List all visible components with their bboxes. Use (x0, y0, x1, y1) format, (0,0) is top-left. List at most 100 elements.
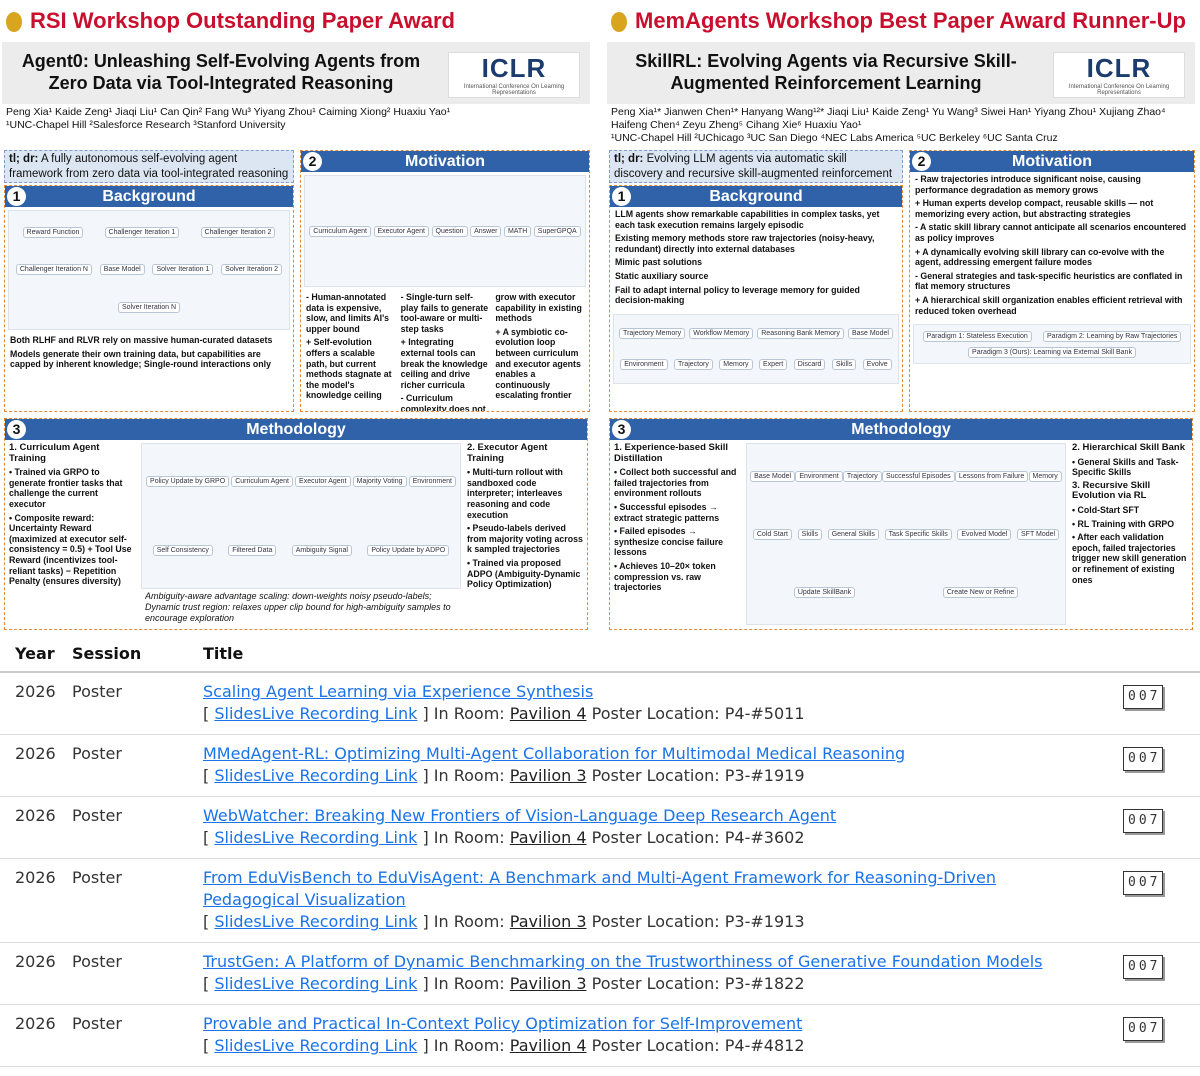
author-list: Peng Xia¹* Jianwen Chen¹* Hanyang Wang¹²… (611, 106, 1166, 131)
title-line: MMedAgent-RL: Optimizing Multi-Agent Col… (203, 743, 1083, 765)
section-heading: Motivation (1012, 153, 1092, 170)
paragraph: + A symbiotic co-evolution loop between … (495, 326, 581, 401)
paragraph: • Collect both successful and failed tra… (614, 467, 737, 499)
info-line: [ SlidesLive Recording Link ] In Room: P… (203, 973, 1083, 995)
title-line: From EduVisBench to EduVisAgent: A Bench… (203, 867, 1083, 911)
year: 2026 (0, 858, 72, 943)
section-text: - Raw trajectories introduce significant… (910, 172, 1194, 321)
counter-cell: 007 (1103, 734, 1200, 797)
background-section: 1 Background Reward Function Challenger Ite… (4, 185, 294, 412)
paragraph: Static auxiliary source (615, 270, 709, 281)
bracket: ] (422, 704, 429, 723)
section-number: 3 (7, 420, 26, 439)
column-header-blank (1103, 636, 1200, 673)
paragraph: - Human-annotated data is expensive, slo… (306, 292, 390, 334)
location-label: Poster Location: (591, 828, 720, 847)
bracket: [ (203, 912, 210, 931)
paper-title-link[interactable]: Scaling Agent Learning via Experience Sy… (203, 682, 594, 701)
paper-title-link[interactable]: TrustGen: A Platform of Dynamic Benchmar… (203, 952, 1043, 971)
paragraph: - Raw trajectories introduce significant… (915, 174, 1141, 195)
title-cell: From EduVisBench to EduVisAgent: A Bench… (203, 858, 1103, 943)
session: Poster (72, 672, 203, 735)
table-body: 2026 Poster Scaling Agent Learning via Exp… (0, 672, 1200, 1067)
figure-label: Executor Agent (295, 476, 351, 487)
methodology-section: 3 Methodology 1. Experience-based Skill Di… (609, 418, 1193, 630)
location: P3-#1919 (724, 766, 805, 785)
figure-label: Base Model (99, 264, 145, 276)
tldr-label: tl; dr: (9, 153, 39, 165)
paragraph: • Cold-Start SFT (1072, 504, 1140, 515)
figure-label: Ambiguity Signal (291, 545, 352, 556)
paragraph: - Curriculum complexity does not grow wi… (400, 292, 582, 412)
bracket: [ (203, 704, 210, 723)
view-counter: 007 (1123, 809, 1164, 833)
section-number: 2 (303, 152, 322, 171)
paper-title-link[interactable]: MMedAgent-RL: Optimizing Multi-Agent Col… (203, 744, 906, 763)
method-column: 1. Experience-based Skill Distillation • … (614, 443, 742, 629)
paragraph: + Integrating external tools can break t… (400, 337, 488, 390)
recording-link[interactable]: SlidesLive Recording Link (214, 1036, 418, 1055)
section-heading: Background (102, 188, 196, 205)
paragraph: • Composite reward: Uncertainty Reward (… (9, 512, 132, 587)
location: P3-#1822 (724, 974, 805, 993)
affiliations: ¹UNC-Chapel Hill ²Salesforce Research ³S… (6, 119, 286, 131)
figure-label: Question (431, 225, 468, 237)
recording-link[interactable]: SlidesLive Recording Link (214, 974, 418, 993)
view-counter: 007 (1123, 871, 1164, 895)
column-header: Title (203, 636, 1103, 673)
location-label: Poster Location: (591, 912, 720, 931)
figure-label: Lessons from Failure (954, 470, 1029, 482)
affiliations: ¹UNC-Chapel Hill ²UChicago ³UC San Diego… (611, 132, 1058, 144)
room-link[interactable]: Pavilion 4 (509, 1036, 587, 1055)
session-row: 2026 Poster TrustGen: A Platform of Dynami… (0, 942, 1200, 1005)
room-label: In Room: (433, 974, 505, 993)
award-header: RSI Workshop Outstanding Paper Award (6, 8, 592, 38)
figure-label: General Skills (827, 528, 879, 540)
paragraph: 1. Experience-based Skill Distillation (614, 443, 729, 464)
title-line: Scaling Agent Learning via Experience Sy… (203, 681, 1083, 703)
caption-wrap: Ambiguity-aware advantage scaling: down-… (145, 591, 461, 627)
recording-link[interactable]: SlidesLive Recording Link (214, 704, 418, 723)
location-label: Poster Location: (591, 974, 720, 993)
counter-cell: 007 (1103, 942, 1200, 1005)
figure-label: Answer (470, 225, 502, 237)
figure: Trajectory Memory Workflow Memory Reasonin… (613, 313, 899, 384)
paragraph: + Human experts develop compact, reusabl… (915, 198, 1154, 219)
paper-title-link[interactable]: Provable and Practical In-Context Policy… (203, 1014, 803, 1033)
method-column: 1. Curriculum Agent Training • Trained vi… (9, 443, 137, 629)
bracket: [ (203, 974, 210, 993)
figure-label: Policy Update by GRPO (146, 476, 230, 487)
room-link[interactable]: Pavilion 4 (509, 828, 587, 847)
figure-label: Discard (793, 358, 826, 370)
section-header: 1 Background (610, 186, 902, 207)
figure-label: Challenger Iteration N (15, 264, 92, 276)
year: 2026 (0, 672, 72, 735)
location: P4-#4812 (724, 1036, 805, 1055)
paragraph: 2. Hierarchical Skill Bank (1072, 443, 1186, 453)
recording-link[interactable]: SlidesLive Recording Link (214, 828, 418, 847)
figure: Paradigm 1: Stateless Execution Paradigm … (913, 324, 1191, 365)
room-link[interactable]: Pavilion 3 (509, 912, 587, 931)
paragraph: - General strategies and task-specific h… (915, 270, 1183, 292)
session-row: 2026 Poster From EduVisBench to EduVisAgen… (0, 858, 1200, 943)
paper-title-link[interactable]: From EduVisBench to EduVisAgent: A Bench… (203, 868, 997, 909)
view-counter: 007 (1123, 685, 1164, 709)
tldr-text: A fully autonomous self-evolving agent f… (9, 153, 289, 180)
paper-title-link[interactable]: WebWatcher: Breaking New Frontiers of Vi… (203, 806, 837, 825)
room-link[interactable]: Pavilion 3 (509, 974, 587, 993)
paragraph: - A static skill library cannot anticipa… (915, 222, 1187, 243)
figure-label: Evolve (862, 358, 892, 370)
figure-label: Policy Update by ADPO (367, 545, 450, 556)
bracket: ] (422, 766, 429, 785)
room-link[interactable]: Pavilion 4 (509, 704, 587, 723)
table-head: Year Session Title (0, 636, 1200, 673)
section-header: 1 Background (5, 186, 293, 207)
room-link[interactable]: Pavilion 3 (509, 766, 587, 785)
figure: Curriculum Agent Executor Agent Question An… (304, 175, 586, 287)
figure-label: Executor Agent (373, 225, 429, 237)
session: Poster (72, 858, 203, 943)
figure-label: Reward Function (22, 227, 84, 239)
paragraph: 1. Curriculum Agent Training (9, 443, 100, 464)
recording-link[interactable]: SlidesLive Recording Link (214, 766, 418, 785)
recording-link[interactable]: SlidesLive Recording Link (214, 912, 418, 931)
